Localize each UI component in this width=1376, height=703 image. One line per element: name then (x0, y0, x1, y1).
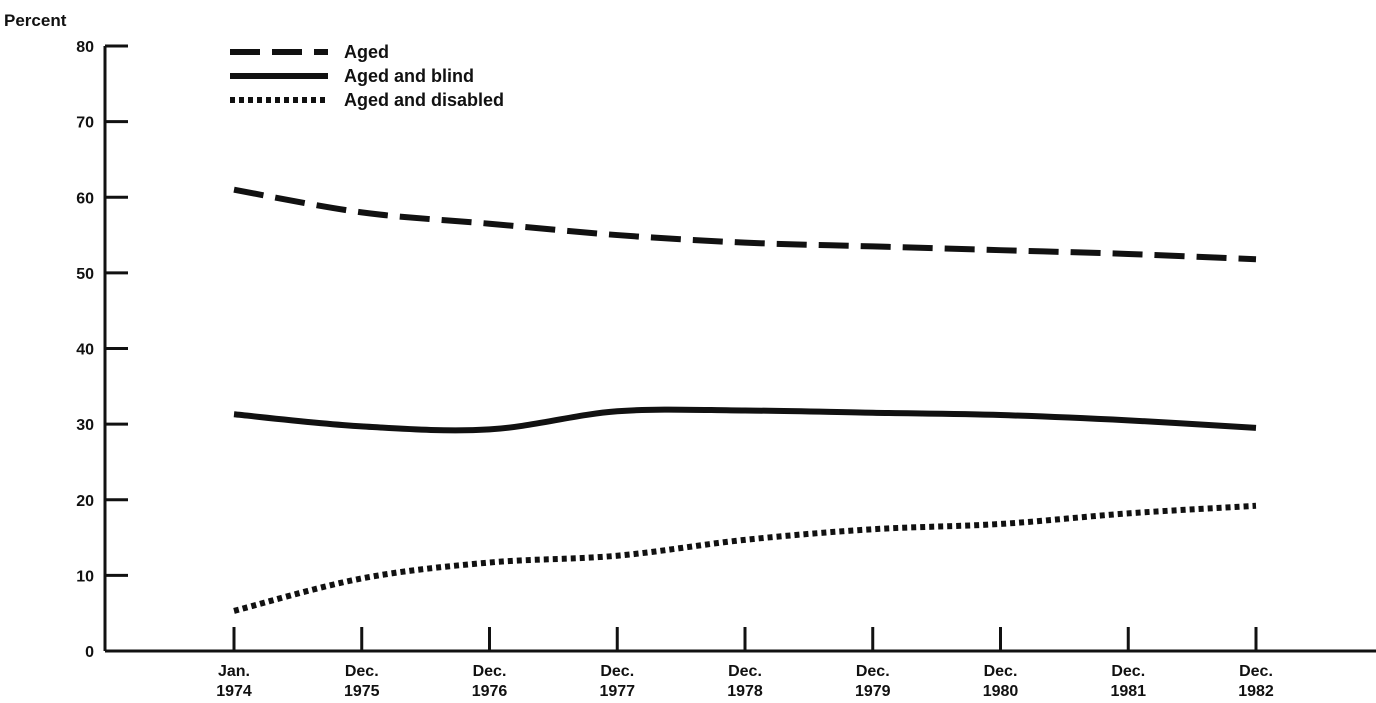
x-tick-label-month: Dec. (984, 663, 1018, 680)
y-tick-label: 50 (76, 266, 94, 283)
legend-label: Aged (344, 42, 389, 62)
x-tick-label-year: 1979 (855, 683, 891, 700)
x-tick-label-month: Dec. (345, 663, 379, 680)
x-tick-label-year: 1976 (472, 683, 508, 700)
y-tick-label: 80 (76, 39, 94, 56)
x-tick-label-year: 1974 (216, 683, 252, 700)
y-tick-label: 30 (76, 417, 94, 434)
x-tick-label-year: 1978 (727, 683, 763, 700)
x-tick-label-month: Dec. (856, 663, 890, 680)
series-line-aged-and-disabled (233, 502, 1257, 614)
x-tick-label-year: 1977 (599, 683, 635, 700)
x-tick-label-month: Dec. (728, 663, 762, 680)
series-lines (233, 186, 1257, 614)
legend: Aged Aged and blind Aged and disabled (230, 42, 504, 110)
series-line-aged (233, 186, 1257, 263)
x-tick-label-month: Dec. (1111, 663, 1145, 680)
y-tick-label: 70 (76, 115, 94, 132)
y-axis-label: Percent (4, 11, 67, 30)
legend-label: Aged and disabled (344, 90, 504, 110)
x-tick-label-year: 1982 (1238, 683, 1274, 700)
x-tick-label-month: Dec. (473, 663, 507, 680)
x-tick-label-month: Jan. (218, 663, 250, 680)
y-axis-ticks: 0 10 20 30 40 50 60 70 80 (76, 39, 128, 661)
x-tick-label-year: 1981 (1110, 683, 1146, 700)
x-tick-label-month: Dec. (600, 663, 634, 680)
x-tick-label-month: Dec. (1239, 663, 1273, 680)
y-tick-label: 60 (76, 190, 94, 207)
x-tick-label-year: 1980 (983, 683, 1019, 700)
series-line-aged-and-blind (233, 406, 1257, 434)
y-tick-label: 0 (85, 644, 94, 661)
x-axis-ticks: Jan. 1974 Dec. 1975 Dec. 1976 Dec. 1977 Dec. 1978… (216, 627, 1274, 700)
y-tick-label: 40 (76, 342, 94, 359)
y-tick-label: 20 (76, 493, 94, 510)
x-tick-label-year: 1975 (344, 683, 380, 700)
y-tick-label: 10 (76, 568, 94, 585)
legend-label: Aged and blind (344, 66, 474, 86)
